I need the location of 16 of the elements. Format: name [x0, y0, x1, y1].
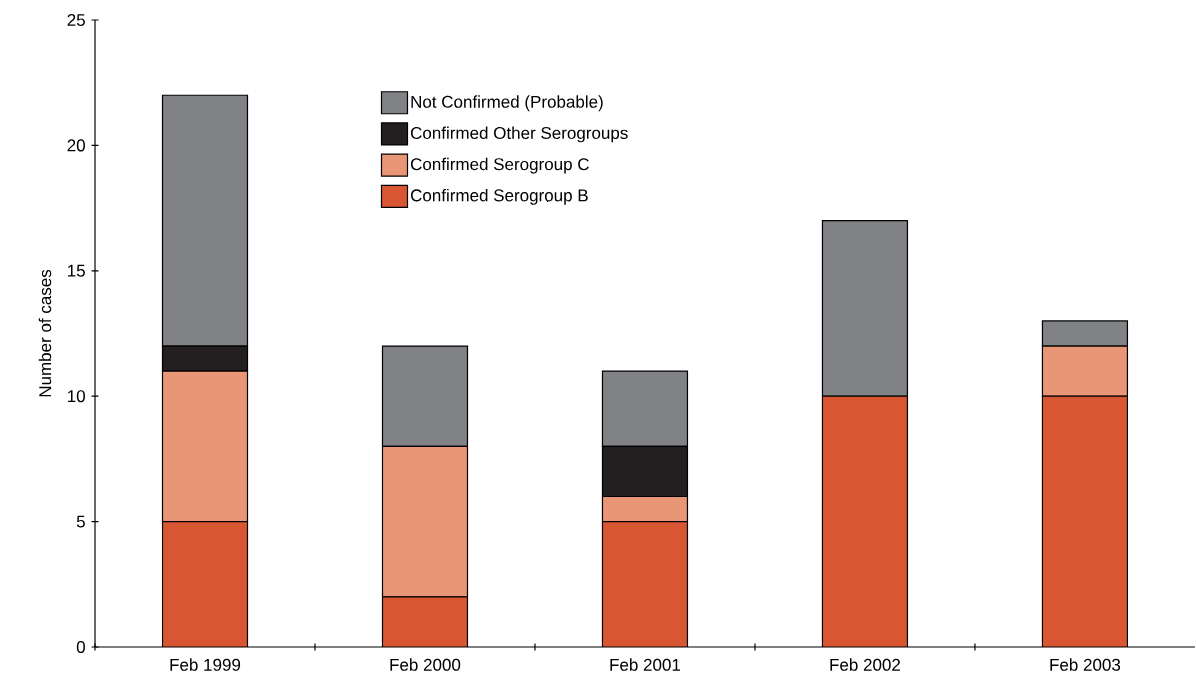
legend-label: Not Confirmed (Probable): [411, 95, 603, 112]
y-tick-label: 15: [68, 264, 85, 277]
legend-label: Confirmed Serogroup B: [410, 188, 588, 205]
x-tick-label: Feb 1999: [170, 658, 241, 671]
y-tick-label: 25: [67, 13, 85, 27]
legend-label: Confirmed Serogroup C: [410, 157, 589, 174]
y-tick-label: 5: [76, 515, 85, 528]
y-axis-title: Number of cases: [38, 269, 52, 397]
y-tick-label: 0: [76, 640, 85, 654]
y-tick-label: 20: [67, 139, 85, 152]
y-tick-label: 10: [68, 390, 85, 403]
x-tick-label: Feb 2002: [830, 658, 900, 671]
legend-label: Confirmed Other Serogroups: [410, 126, 628, 143]
x-tick-label: Feb 2001: [610, 658, 681, 671]
x-tick-label: Feb 2000: [390, 658, 461, 671]
x-tick-label: Feb 2003: [1050, 658, 1121, 671]
